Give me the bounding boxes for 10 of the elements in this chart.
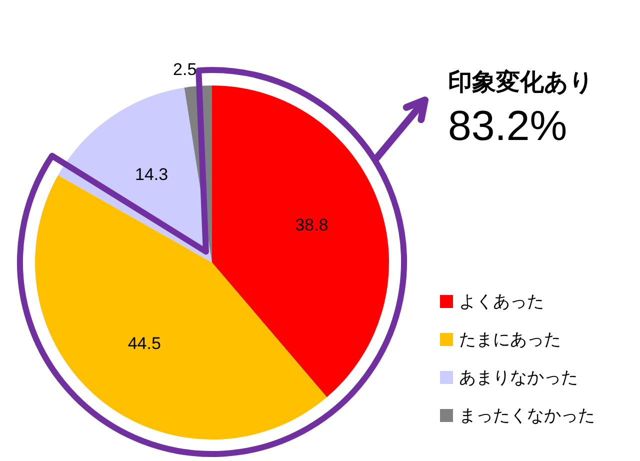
data-label: 2.5 bbox=[173, 60, 197, 79]
legend-label: あまりなかった bbox=[459, 366, 578, 388]
data-label: 14.3 bbox=[134, 164, 168, 184]
legend-label: まったくなかった bbox=[459, 404, 595, 426]
legend-label: よくあった bbox=[459, 290, 544, 312]
legend-label: たまにあった bbox=[459, 328, 561, 350]
data-label: 44.5 bbox=[128, 334, 161, 354]
text: 印象変化あり bbox=[448, 68, 594, 98]
text: 83.2% bbox=[448, 102, 568, 150]
data-label: 38.8 bbox=[295, 215, 328, 234]
